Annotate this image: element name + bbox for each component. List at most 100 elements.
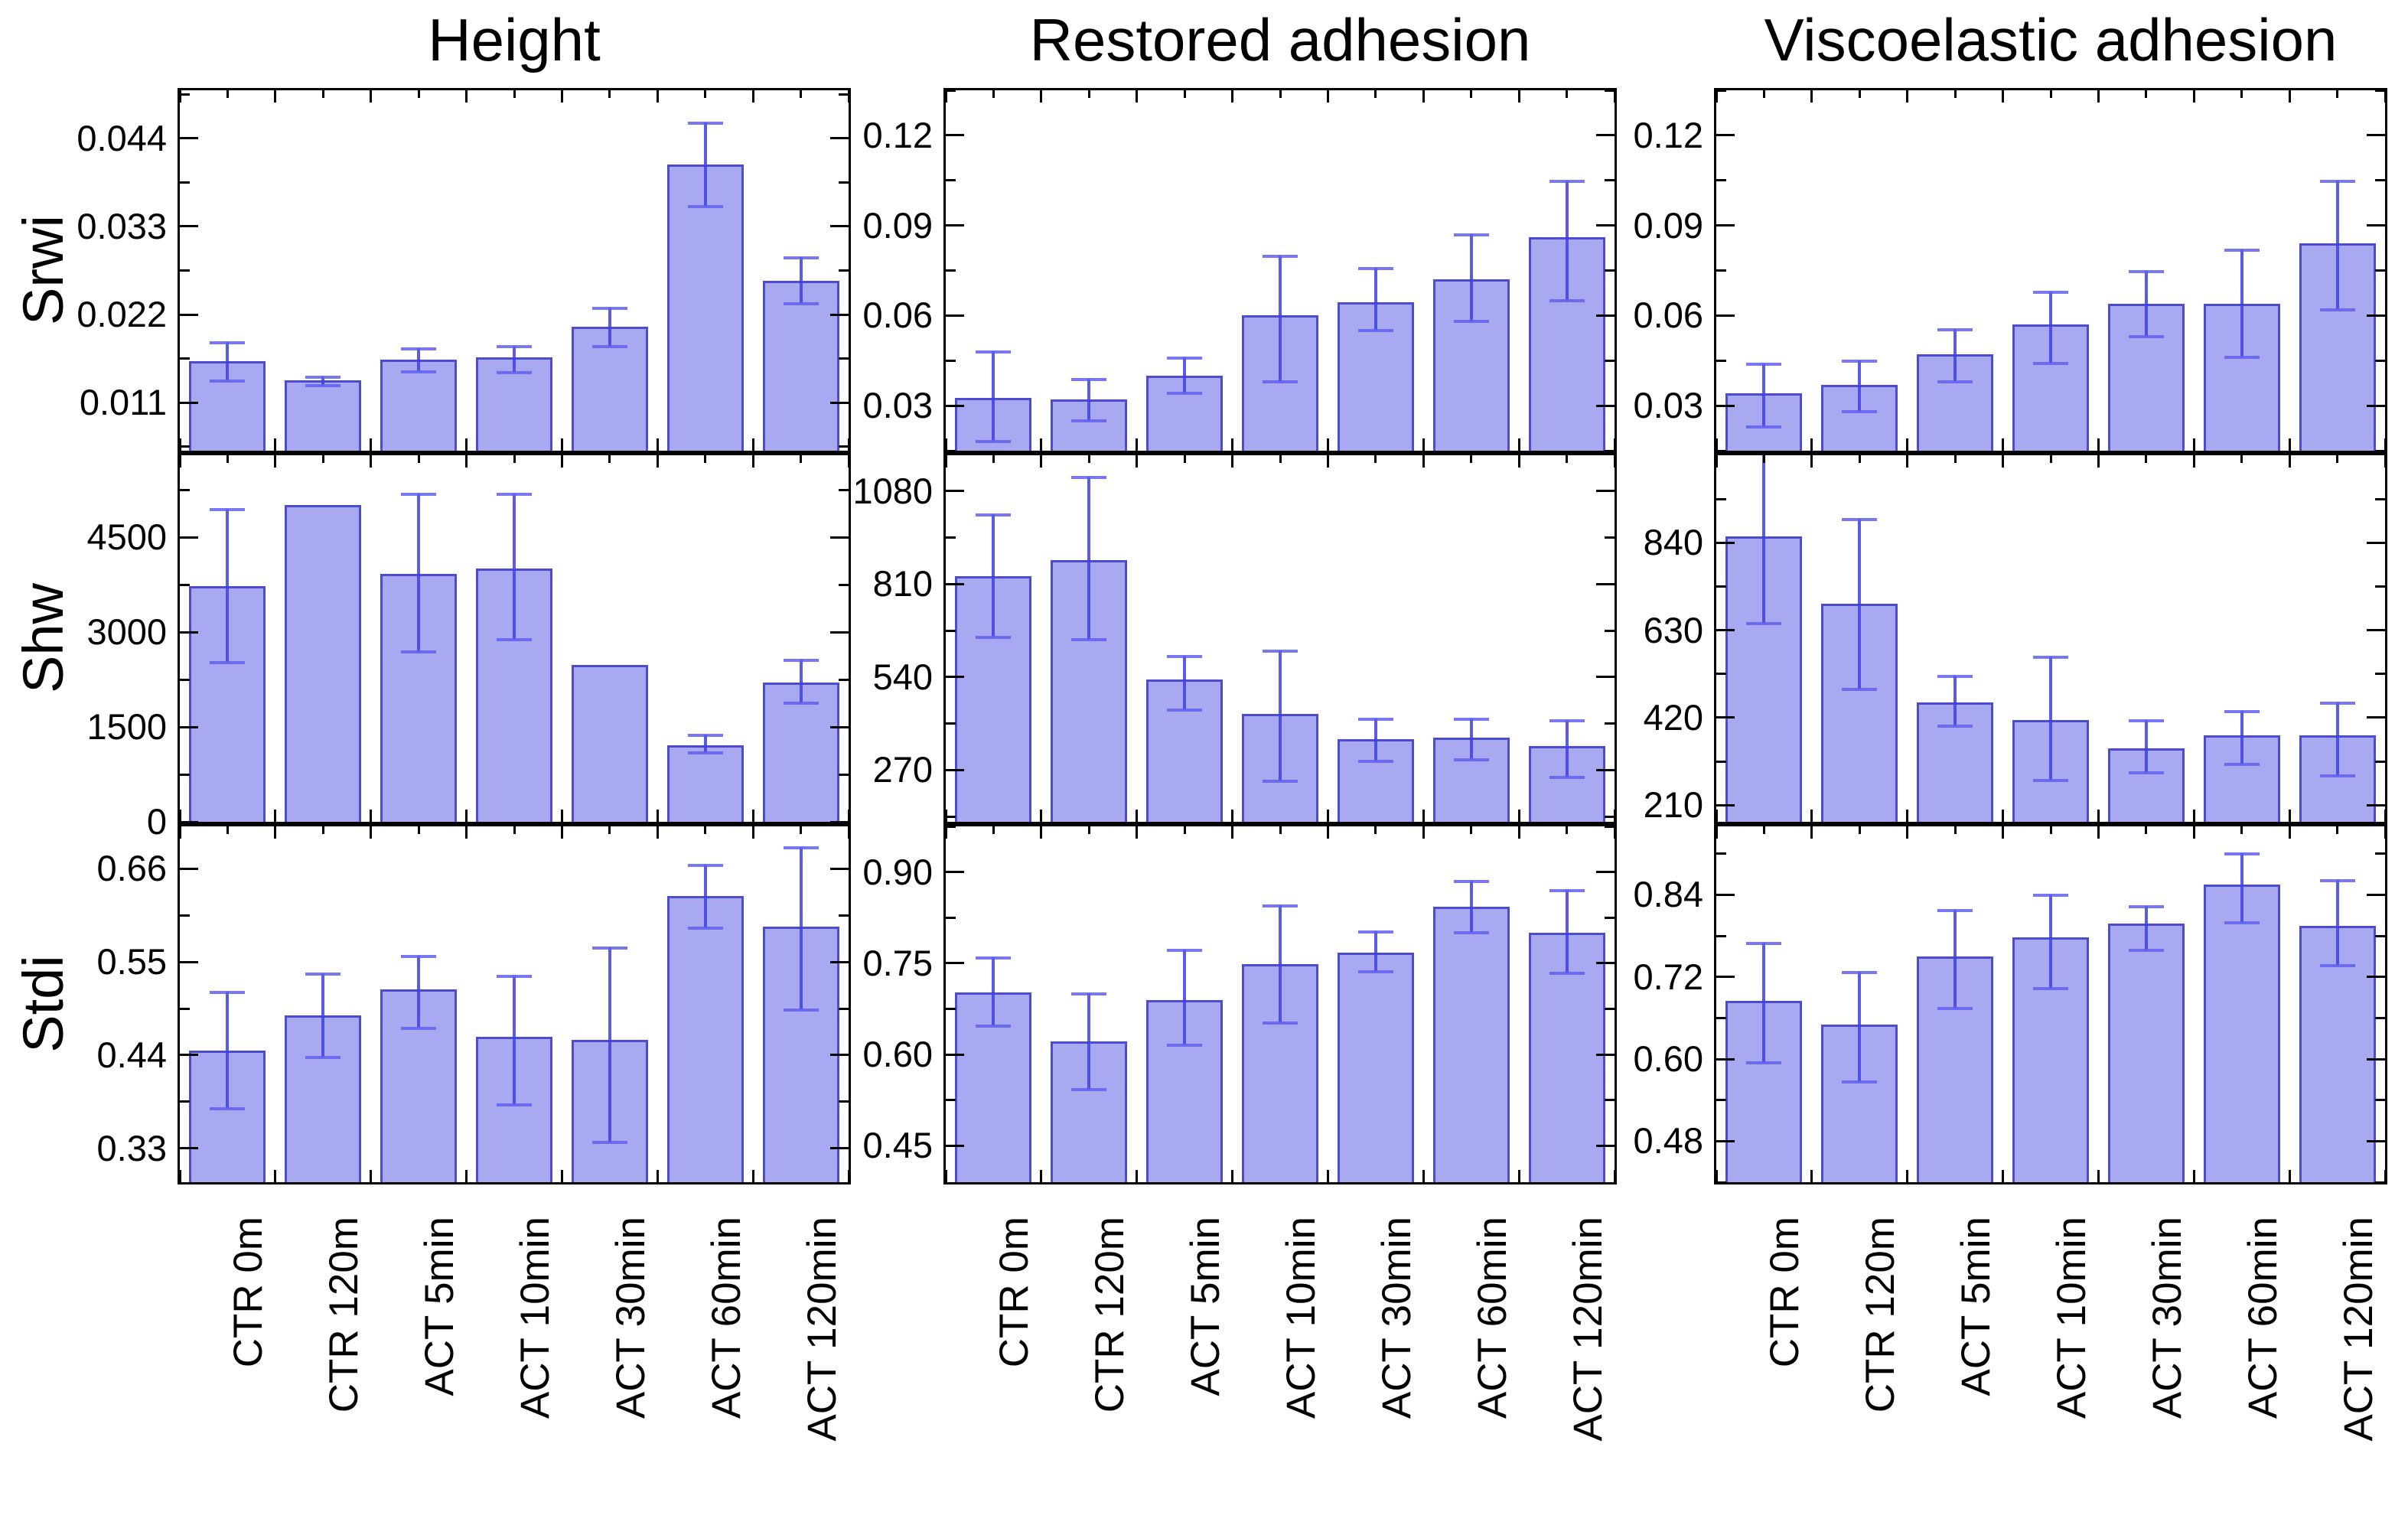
error-bar-cap-bottom [1071,419,1107,422]
y-axis-tick [180,137,198,140]
y-axis-tick [2375,269,2385,272]
error-bar-line [513,975,516,1106]
error-bar-cap-top [1263,650,1298,653]
error-bar-line [703,122,707,207]
x-axis-tick [274,1170,277,1182]
y-axis-tick [1716,629,1735,632]
x-axis-tick [2097,1170,2100,1182]
x-axis-tick [946,438,947,451]
x-axis-tick [656,1170,659,1182]
y-axis-tick [830,820,849,822]
y-axis-tick [1596,871,1615,874]
subplot-stdi-viscoelastic [1714,824,2387,1184]
y-axis-tick [839,445,849,448]
error-bar-cap-top [1071,992,1107,995]
error-bar-line [2240,852,2243,924]
y-axis-tick [839,357,849,360]
subplot-srwi-restored [943,88,1617,453]
error-bar-cap-bottom [210,379,246,383]
x-axis-tick [946,826,947,839]
x-axis-tick [1326,1170,1329,1182]
y-axis-tick [1596,490,1615,493]
y-axis-tick [180,960,198,963]
error-bar-cap-top [210,341,246,344]
error-bar-line [226,341,230,381]
x-tick-label: ACT 120min [1565,1217,1611,1442]
y-axis-tick [946,1099,956,1102]
y-axis-tick [1596,314,1615,317]
x-axis-tick [2145,826,2148,834]
bar-srwi-height-2 [285,380,362,451]
error-bar-line [1279,650,1282,782]
y-axis-tick [1716,1139,1735,1142]
y-axis-tick [1716,497,1726,500]
y-axis-tick [180,820,198,822]
x-axis-tick [226,826,229,834]
y-axis-tick [180,313,198,316]
y-axis-tick [2375,934,2385,937]
error-bar-cap-top [401,347,437,351]
error-bar-cap-top [305,375,341,379]
y-axis-tick [830,313,849,316]
error-bar-cap-top [2319,701,2355,705]
error-bar-line [321,376,325,386]
x-tick-label: ACT 60min [2240,1217,2286,1419]
error-bar-cap-top [1937,909,1973,913]
x-axis-tick [465,455,468,468]
y-axis-tick [1716,269,1726,272]
y-axis-tick [1716,1181,1726,1182]
error-bar-cap-bottom [783,1008,819,1012]
x-axis-tick [1231,455,1234,468]
x-axis-tick [1231,810,1234,822]
x-axis-tick [946,1170,947,1182]
y-axis-tick [1716,314,1735,317]
x-axis-tick [1136,455,1139,468]
x-tick-label: ACT 10min [2049,1217,2094,1419]
error-bar-line [2240,710,2243,764]
y-axis-tick [839,583,849,586]
error-bar-cap-top [1937,674,1973,678]
subplot-shw-height [178,453,851,824]
x-axis-tick [1953,455,1957,463]
x-axis-tick [274,455,277,468]
error-bar-cap-top [2033,655,2068,659]
column-title-viscoelastic-adhesion: Viscoelastic adhesion [1764,6,2338,73]
error-bar-cap-bottom [1842,1080,1878,1084]
x-tick-label: ACT 10min [1279,1217,1324,1419]
x-axis-tick [370,810,373,822]
error-bar-line [1858,519,1862,689]
x-axis-tick [513,455,516,463]
x-axis-tick [274,826,277,839]
y-tick-label: 4500 [86,516,167,558]
y-axis-tick [830,536,849,539]
x-axis-tick [1470,826,1473,834]
y-axis-tick [1605,629,1615,632]
y-axis-tick [1716,404,1735,407]
x-axis-tick [1716,455,1718,468]
x-axis-tick [608,455,611,463]
error-bar-cap-bottom [497,638,532,642]
y-axis-tick [180,1100,190,1103]
error-bar-line [608,307,611,347]
x-axis-tick [1231,90,1234,103]
error-bar-cap-bottom [783,302,819,306]
y-tick-label: 0.60 [862,1034,933,1075]
y-axis-tick [1716,893,1735,896]
x-axis-tick [2384,455,2385,468]
x-axis-tick [800,90,803,98]
figure-canvas: Height Restored adhesion Viscoelastic ad… [11,6,2387,1442]
x-axis-tick [513,90,516,98]
error-bar-cap-top [2033,894,2068,898]
y-axis-tick [946,536,956,539]
column-title-restored-adhesion: Restored adhesion [1029,6,1531,73]
x-axis-tick [1517,455,1520,468]
x-axis-tick [1762,826,1765,834]
x-axis-tick [1906,90,1909,103]
error-bar-line [2240,249,2243,358]
x-axis-tick [180,826,181,839]
error-bar-line [1183,950,1187,1046]
y-axis-tick [1596,404,1615,407]
error-bar-cap-top [401,955,437,959]
error-bar-cap-top [976,350,1012,354]
x-axis-tick [1183,455,1186,463]
